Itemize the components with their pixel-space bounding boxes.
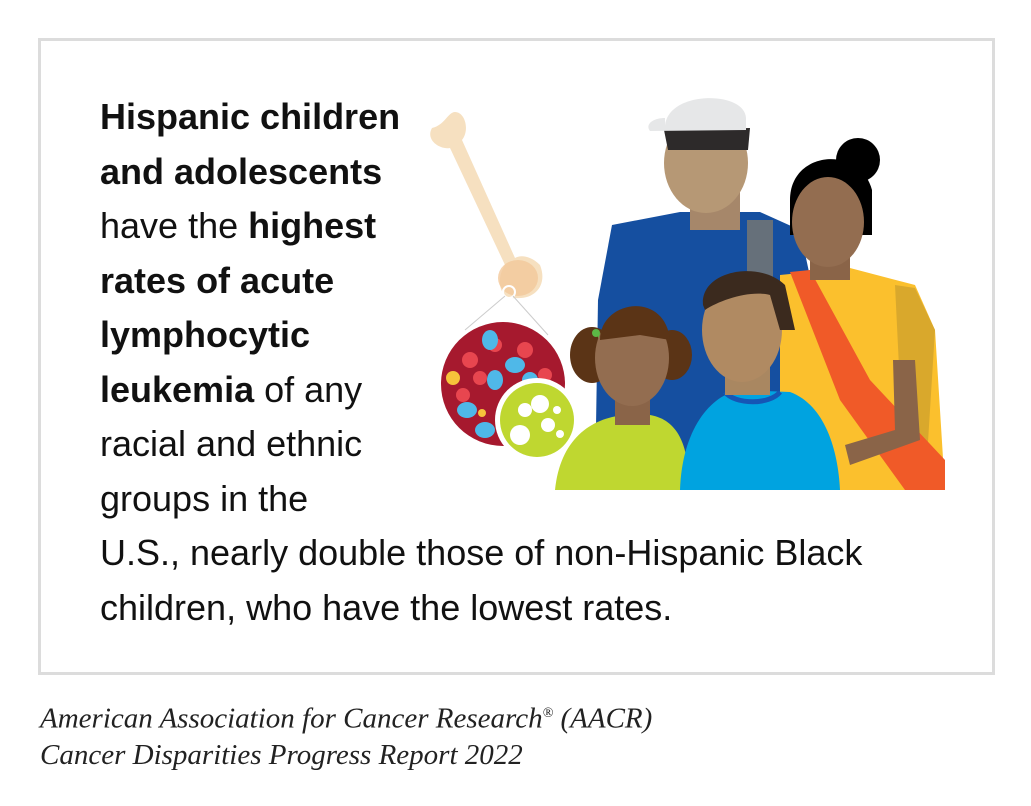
headline-emphasis: highest	[248, 205, 377, 246]
headline-line: U.S., nearly double those of non-Hispani…	[100, 532, 863, 573]
headline-line: have the	[100, 205, 249, 246]
boy-figure	[680, 271, 840, 490]
bone-icon	[430, 112, 549, 336]
leukemia-cell-icon	[495, 378, 579, 462]
headline-line: groups in the	[100, 477, 309, 519]
source-caption: American Association for Cancer Research…	[40, 696, 652, 773]
headline-line: children, who have the lowest rates.	[100, 586, 673, 628]
caption-org: American Association for Cancer Research	[40, 702, 543, 735]
headline-line: rates of acute	[100, 259, 335, 301]
caption-report: Cancer Disparities Progress Report 2022	[40, 738, 523, 771]
headline-line: and adolescents	[100, 150, 383, 192]
registered-mark: ®	[542, 706, 554, 721]
caption-abbr: (AACR)	[553, 702, 653, 735]
girl-figure	[555, 306, 692, 490]
headline-line: lymphocytic	[100, 314, 311, 355]
headline-emphasis: leukemia	[100, 368, 255, 410]
headline-line: racial and ethnic	[100, 423, 363, 464]
headline-line: of any	[254, 368, 363, 410]
headline-line: Hispanic children	[100, 96, 401, 137]
headline-text: Hispanic children and adolescents have t…	[100, 90, 862, 635]
